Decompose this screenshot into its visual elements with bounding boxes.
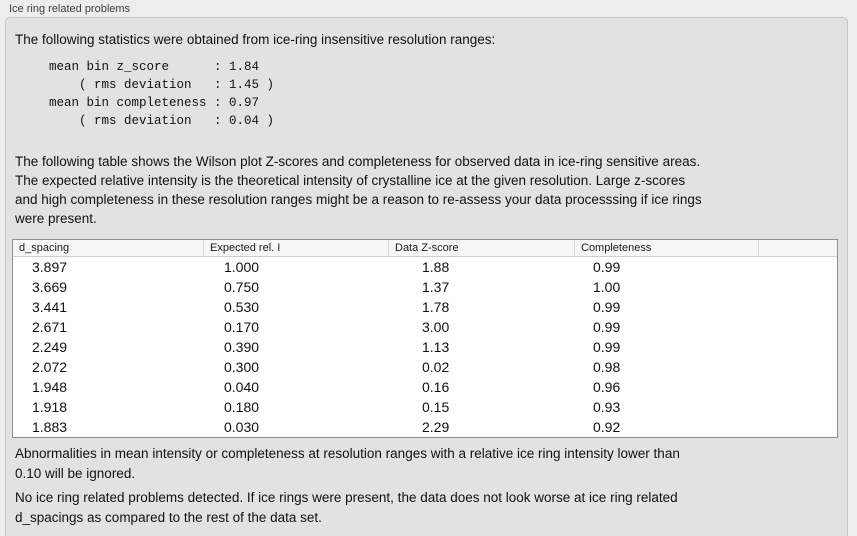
table-row[interactable]: 3.441 0.530 1.78 0.99 (13, 297, 837, 317)
table-cell: 0.750 (224, 279, 260, 295)
table-cell: 0.16 (422, 379, 450, 395)
header-cell-expected-rel-i[interactable]: Expected rel. I (204, 240, 389, 256)
table-cell (759, 417, 837, 437)
table-cell (759, 257, 837, 277)
table-row[interactable]: 1.948 0.040 0.16 0.96 (13, 377, 837, 397)
table-cell: 2.671 (32, 319, 68, 335)
table-row[interactable]: 1.883 0.030 2.29 0.92 (13, 417, 837, 437)
table-cell (759, 337, 837, 357)
table-cell: 0.530 (224, 299, 260, 315)
table-cell: 0.99 (593, 339, 621, 355)
table-cell: 2.29 (422, 419, 450, 435)
table-cell: 0.02 (422, 359, 450, 375)
table-cell: 1.88 (422, 259, 450, 275)
ice-ring-table: d_spacing Expected rel. I Data Z-score C… (12, 239, 838, 438)
table-cell: 0.030 (224, 419, 260, 435)
table-cell: 1.883 (32, 419, 68, 435)
table-row[interactable]: 3.897 1.000 1.88 0.99 (13, 257, 837, 277)
table-row[interactable]: 1.918 0.180 0.15 0.93 (13, 397, 837, 417)
table-row[interactable]: 2.072 0.300 0.02 0.98 (13, 357, 837, 377)
table-cell: 0.93 (593, 399, 621, 415)
ice-ring-panel: The following statistics were obtained f… (5, 17, 848, 536)
note-ignore-text: Abnormalities in mean intensity or compl… (15, 446, 680, 481)
table-cell: 1.918 (32, 399, 68, 415)
table-cell: 0.300 (224, 359, 260, 375)
table-cell: 1.78 (422, 299, 450, 315)
table-row[interactable]: 2.249 0.390 1.13 0.99 (13, 337, 837, 357)
header-cell-completeness[interactable]: Completeness (575, 240, 759, 256)
table-cell (759, 357, 837, 377)
table-cell: 0.040 (224, 379, 260, 395)
table-cell: 1.948 (32, 379, 68, 395)
table-cell: 3.669 (32, 279, 68, 295)
table-body: 3.897 1.000 1.88 0.99 3.669 0.750 1.37 1… (13, 257, 837, 437)
table-cell: 0.96 (593, 379, 621, 395)
header-cell-filler (759, 240, 837, 256)
table-cell: 0.92 (593, 419, 621, 435)
header-cell-data-z-score[interactable]: Data Z-score (389, 240, 575, 256)
table-cell: 2.072 (32, 359, 68, 375)
note-result-text: No ice ring related problems detected. I… (15, 490, 678, 525)
table-cell: 3.441 (32, 299, 68, 315)
table-cell: 0.15 (422, 399, 450, 415)
table-intro-text: The following table shows the Wilson plo… (15, 154, 702, 226)
table-cell (759, 277, 837, 297)
table-cell: 0.390 (224, 339, 260, 355)
header-cell-d-spacing[interactable]: d_spacing (13, 240, 204, 256)
stats-intro-text: The following statistics were obtained f… (15, 32, 496, 47)
table-cell: 0.170 (224, 319, 260, 335)
table-row[interactable]: 3.669 0.750 1.37 1.00 (13, 277, 837, 297)
table-cell (759, 297, 837, 317)
table-cell: 1.37 (422, 279, 450, 295)
table-cell: 0.180 (224, 399, 260, 415)
table-cell: 0.99 (593, 259, 621, 275)
table-cell: 0.99 (593, 299, 621, 315)
table-header: d_spacing Expected rel. I Data Z-score C… (13, 240, 837, 257)
table-cell (759, 317, 837, 337)
table-cell: 3.897 (32, 259, 68, 275)
table-row[interactable]: 2.671 0.170 3.00 0.99 (13, 317, 837, 337)
table-cell (759, 397, 837, 417)
table-cell: 3.00 (422, 319, 450, 335)
panel-title: Ice ring related problems (9, 3, 131, 15)
table-cell: 0.99 (593, 319, 621, 335)
table-cell: 1.00 (593, 279, 621, 295)
stats-block: mean bin z_score : 1.84 ( rms deviation … (49, 60, 275, 128)
table-cell: 1.13 (422, 339, 450, 355)
table-cell (759, 377, 837, 397)
table-cell: 2.249 (32, 339, 68, 355)
table-cell: 0.98 (593, 359, 621, 375)
table-cell: 1.000 (224, 259, 260, 275)
